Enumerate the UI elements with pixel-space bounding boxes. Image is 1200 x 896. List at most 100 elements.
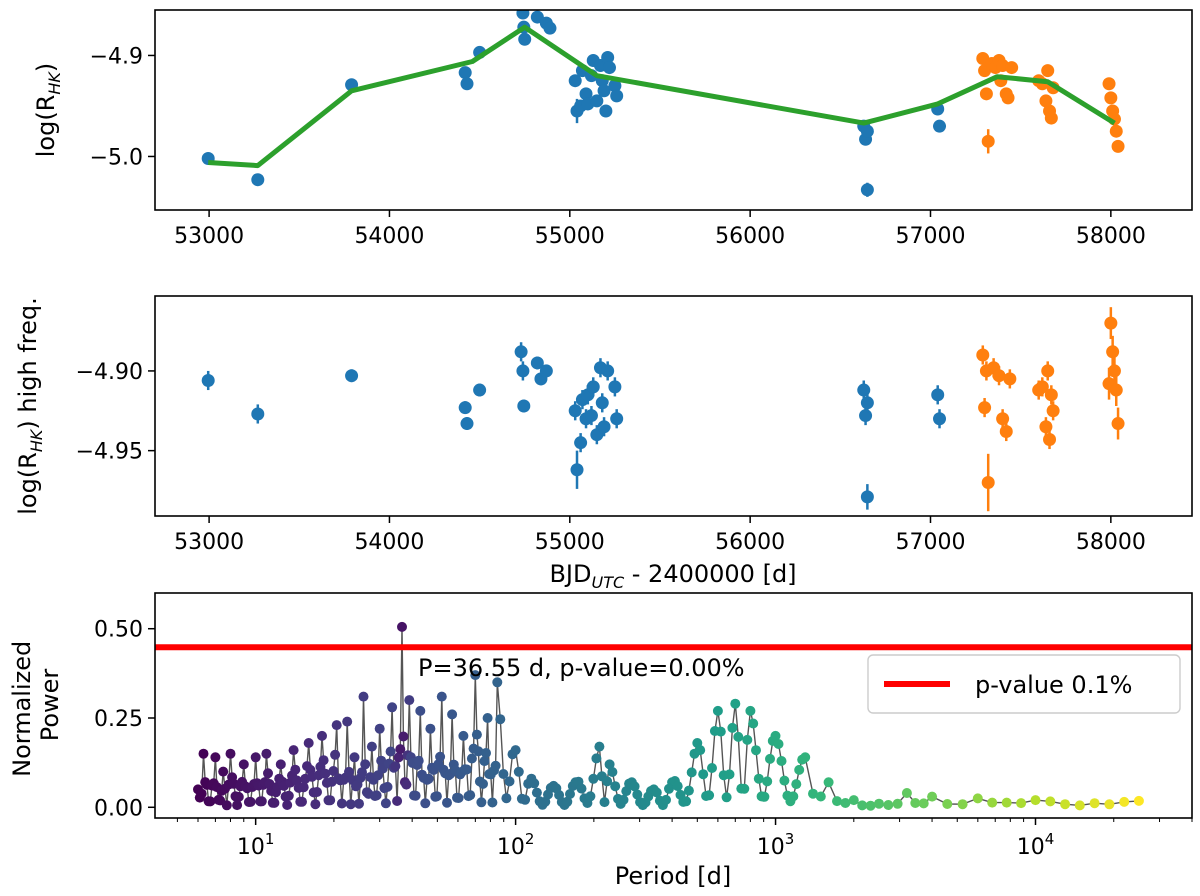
periodogram-point [250, 752, 261, 763]
periodogram-point [476, 797, 487, 808]
periodogram-point [576, 783, 587, 794]
axes-frame-bottom [154, 592, 1193, 819]
data-point-blue [458, 66, 472, 80]
periodogram-point [349, 752, 360, 763]
periodogram-point [751, 745, 761, 756]
periodogram-point [800, 752, 811, 763]
periodogram-point [358, 691, 369, 702]
periodogram-point [473, 746, 484, 757]
data-point-orange [1005, 61, 1019, 75]
periodogram-point [823, 777, 834, 788]
data-point-orange [978, 401, 992, 415]
data-point-orange [979, 87, 993, 101]
periodogram-point [312, 787, 322, 797]
y-tick-label: 0.25 [94, 707, 143, 732]
periodogram-point [1001, 797, 1012, 808]
data-point-blue [599, 104, 613, 118]
periodogram-point [431, 791, 442, 802]
legend-box [867, 654, 1181, 714]
data-point-blue [860, 124, 874, 138]
data-point-blue [579, 87, 593, 101]
periodogram-point [698, 769, 709, 780]
y-tick-label: −4.90 [76, 360, 143, 385]
data-point-orange [1111, 139, 1125, 153]
periodogram-point [487, 797, 498, 808]
periodogram-point [398, 731, 409, 742]
periodogram-point [815, 791, 826, 802]
data-point-blue [933, 119, 947, 133]
data-point-orange [1102, 77, 1116, 91]
periodogram-point [481, 748, 491, 758]
data-point-orange [1043, 432, 1057, 446]
periodogram-point [765, 753, 775, 764]
data-point-orange [1044, 111, 1058, 125]
periodogram-point [808, 788, 818, 799]
periodogram-point [435, 751, 446, 762]
periodogram-point [730, 698, 741, 709]
periodogram-point [651, 787, 662, 798]
periodogram-point [218, 766, 229, 777]
periodogram-point [479, 756, 490, 767]
periodogram-point [773, 739, 784, 749]
data-point-blue [590, 94, 604, 108]
ylabel-bottom: Normalized Power [8, 633, 64, 777]
periodogram-point [330, 749, 341, 760]
data-point-blue [574, 436, 588, 450]
data-point-orange [1039, 94, 1053, 108]
periodogram-point [942, 799, 953, 809]
periodogram-point [629, 781, 640, 792]
periodogram-point [748, 718, 759, 729]
x-tick-label: 54000 [354, 224, 424, 249]
periodogram-point [727, 722, 738, 733]
periodogram-point [513, 766, 524, 777]
data-point-blue [539, 364, 553, 378]
y-tick-label: 0.50 [94, 618, 143, 643]
data-point-blue [473, 383, 487, 397]
periodogram-point [393, 752, 404, 763]
data-point-blue [586, 380, 600, 394]
periodogram-point [376, 755, 387, 766]
periodogram-point [602, 776, 613, 787]
periodogram-point [387, 702, 398, 713]
panel-middle: 53000 54000 55000 56000 57000 58000 −4.95 −4.90… [14, 295, 1193, 592]
periodogram-point [233, 791, 244, 802]
data-point-blue [610, 89, 624, 103]
data-point-blue [568, 404, 582, 418]
periodogram-point [371, 790, 382, 801]
data-point-orange [1003, 372, 1017, 386]
data-point-blue [860, 490, 874, 504]
x-tick-label: 58000 [1076, 224, 1146, 249]
periodogram-point [453, 793, 464, 803]
periodogram-point [742, 734, 753, 745]
periodogram-point [733, 731, 744, 742]
periodogram-point [413, 755, 424, 766]
periodogram-point [317, 730, 327, 741]
periodogram-point [404, 695, 415, 706]
periodogram-point [288, 745, 299, 756]
periodogram-point [776, 756, 787, 766]
periodogram-point [529, 778, 540, 789]
xlabel-middle: BJDUTC - 2400000 [d] [549, 560, 796, 592]
periodogram-point [336, 798, 347, 809]
data-point-blue [584, 409, 598, 423]
data-point-blue [514, 345, 528, 359]
x-tick-label: 55000 [535, 224, 605, 249]
data-point-blue [860, 183, 874, 197]
periodogram-point [342, 716, 353, 727]
periodogram-point [585, 791, 596, 802]
periodogram-point [470, 670, 481, 681]
y-tick-label: −4.95 [76, 440, 143, 465]
periodogram-point [325, 795, 336, 806]
legend: p-value 0.1% [867, 654, 1181, 714]
periodogram-point [374, 723, 385, 734]
periodogram-point [458, 730, 469, 741]
periodogram-point [466, 753, 477, 764]
periodogram-point [972, 793, 983, 804]
periodogram-point [410, 790, 421, 801]
periodogram-point [245, 796, 256, 807]
periodogram-point [210, 752, 221, 763]
data-point-orange [1111, 417, 1125, 431]
y-tick-label: −4.9 [90, 44, 143, 69]
periodogram-point [345, 799, 356, 810]
data-point-orange [992, 369, 1006, 383]
